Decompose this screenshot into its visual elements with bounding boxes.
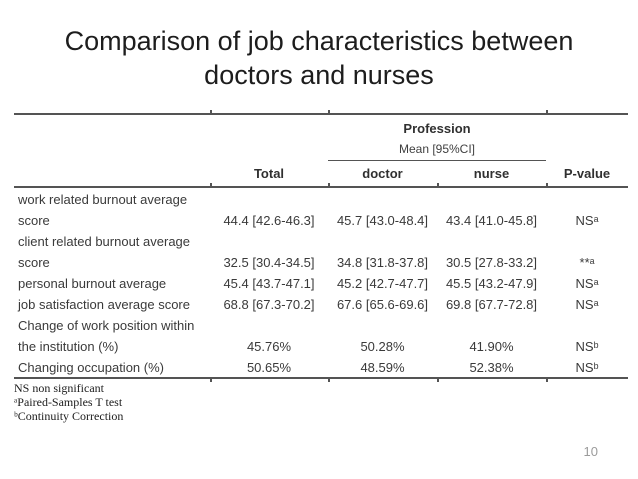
table-cell-pvalue xyxy=(546,315,628,336)
table-cell-total: 68.8 [67.3-70.2] xyxy=(223,297,315,312)
comparison-table: Profession Mean [95%CI] Total doctor nur… xyxy=(14,110,628,382)
table-cell-doctor xyxy=(328,315,437,336)
table-row: job satisfaction average score 68.8 [67.3… xyxy=(14,294,628,315)
column-header-total: Total xyxy=(253,166,285,181)
profession-group-header: Profession xyxy=(403,121,471,136)
profession-span-rule xyxy=(328,160,546,161)
table-row: score 32.5 [30.4-34.5] 34.8 [31.8-37.8] 30.… xyxy=(14,252,628,273)
table-cell-doctor: 50.28% xyxy=(360,339,405,354)
column-header-doctor: doctor xyxy=(362,166,403,181)
table-cell-total xyxy=(210,231,328,252)
slide-title-line-1: Comparison of job characteristics betwee… xyxy=(64,26,574,56)
table-cell-total: 50.65% xyxy=(246,360,292,375)
table-header-rule xyxy=(14,183,628,188)
table-row: score 44.4 [42.6-46.3] 45.7 [43.0-48.4] 43.… xyxy=(14,210,628,231)
table-cell-label: client related burnout average xyxy=(18,234,191,249)
table-row: work related burnout average xyxy=(14,189,628,210)
table-cell-nurse: 52.38% xyxy=(469,360,514,375)
table-cell-label: Changing occupation (%) xyxy=(18,360,164,375)
column-divider-tick xyxy=(210,183,212,186)
table-cell-pvalue: **ᵃ xyxy=(579,255,595,270)
table-row: Change of work position within xyxy=(14,315,628,336)
table-cell-doctor: 45.7 [43.0-48.4] xyxy=(336,213,429,228)
table-cell-pvalue: NSᵇ xyxy=(575,339,599,354)
table-cell-label: score xyxy=(18,213,50,228)
table-cell-label: job satisfaction average score xyxy=(18,297,190,312)
table-cell-total: 44.4 [42.6-46.3] xyxy=(223,213,315,228)
table-cell-label: personal burnout average xyxy=(18,276,167,291)
table-cell-doctor xyxy=(328,189,437,210)
column-divider-tick xyxy=(210,379,212,382)
table-cell-total xyxy=(210,189,328,210)
table-cell-pvalue: NSᵃ xyxy=(575,276,599,291)
table-cell-doctor xyxy=(328,231,437,252)
table-cell-label: work related burnout average xyxy=(18,192,188,207)
column-divider-tick xyxy=(546,110,548,113)
table-cell-doctor: 34.8 [31.8-37.8] xyxy=(336,255,429,270)
column-divider-tick xyxy=(328,110,330,113)
table-cell-nurse: 41.90% xyxy=(469,339,514,354)
table-cell-total xyxy=(210,315,328,336)
footnote-a: ᵃPaired-Samples T test xyxy=(14,395,123,409)
table-top-rule xyxy=(14,110,628,115)
table-column-headers: Total doctor nurse P-value xyxy=(14,164,628,184)
column-divider-tick xyxy=(210,110,212,113)
column-header-pvalue: P-value xyxy=(563,166,611,181)
column-divider-tick xyxy=(437,183,439,186)
table-cell-pvalue: NSᵇ xyxy=(575,360,599,375)
table-cell-label: the institution (%) xyxy=(18,339,119,354)
table-row: client related burnout average xyxy=(14,231,628,252)
table-footnotes: NS non significant ᵃPaired-Samples T tes… xyxy=(14,381,123,423)
column-header-rowlabel xyxy=(14,164,210,184)
table-cell-total: 45.4 [43.7-47.1] xyxy=(223,276,315,291)
column-header-nurse: nurse xyxy=(473,166,510,181)
table-row: the institution (%) 45.76% 50.28% 41.90% NSᵇ xyxy=(14,336,628,357)
table-cell-total: 32.5 [30.4-34.5] xyxy=(223,255,315,270)
table-cell-nurse xyxy=(437,189,546,210)
footnote-b: ᵇContinuity Correction xyxy=(14,409,124,423)
table-cell-label: Change of work position within xyxy=(18,318,195,333)
column-divider-tick xyxy=(328,379,330,382)
column-divider-tick xyxy=(546,183,548,186)
table-cell-label: score xyxy=(18,255,50,270)
table-cell-nurse: 45.5 [43.2-47.9] xyxy=(445,276,538,291)
table-cell-nurse xyxy=(437,315,546,336)
table-cell-doctor: 67.6 [65.6-69.6] xyxy=(336,297,429,312)
table-cell-pvalue: NSᵃ xyxy=(575,297,599,312)
table-cell-pvalue xyxy=(546,189,628,210)
table-bottom-rule xyxy=(14,377,628,382)
column-divider-tick xyxy=(328,183,330,186)
table-row: Changing occupation (%) 50.65% 48.59% 52.38… xyxy=(14,357,628,378)
page-number: 10 xyxy=(583,444,598,459)
table-cell-doctor: 45.2 [42.7-47.7] xyxy=(336,276,429,291)
table-row: personal burnout average 45.4 [43.7-47.1]… xyxy=(14,273,628,294)
slide-title: Comparison of job characteristics betwee… xyxy=(0,24,638,92)
table-cell-nurse: 30.5 [27.8-33.2] xyxy=(445,255,538,270)
table-cell-nurse xyxy=(437,231,546,252)
table-cell-pvalue: NSᵃ xyxy=(575,213,599,228)
table-cell-pvalue xyxy=(546,231,628,252)
mean-ci-subheader: Mean [95%CI] xyxy=(398,142,476,156)
slide-title-line-2: doctors and nurses xyxy=(204,60,434,90)
table-cell-nurse: 43.4 [41.0-45.8] xyxy=(445,213,538,228)
column-divider-tick xyxy=(437,379,439,382)
footnote-ns: NS non significant xyxy=(14,381,104,395)
column-divider-tick xyxy=(546,379,548,382)
table-body: work related burnout average score 44.4 [4… xyxy=(14,189,628,378)
table-cell-nurse: 69.8 [67.7-72.8] xyxy=(445,297,538,312)
table-cell-doctor: 48.59% xyxy=(360,360,405,375)
table-cell-total: 45.76% xyxy=(246,339,292,354)
